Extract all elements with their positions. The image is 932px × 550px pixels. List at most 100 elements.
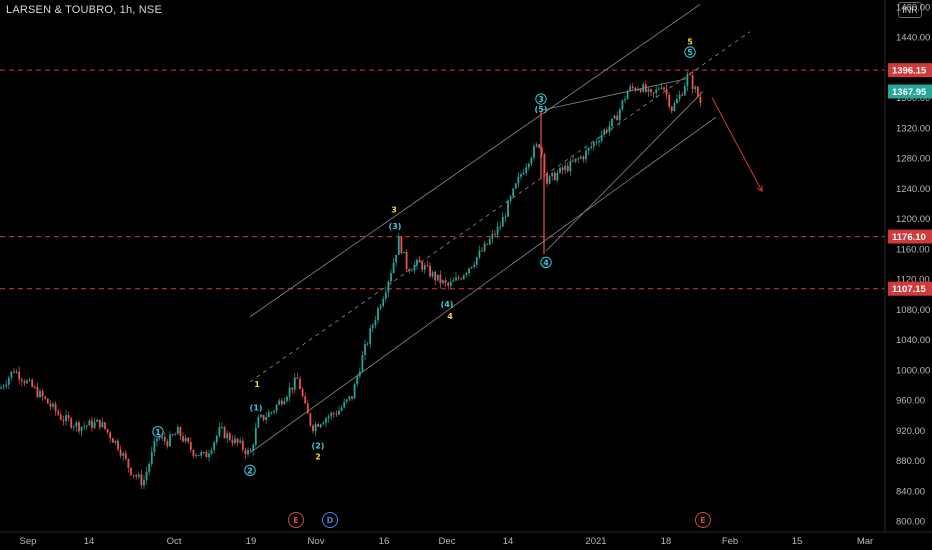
time-tick-label: 18 (661, 536, 672, 547)
candle-body (241, 440, 244, 450)
candle-body (538, 144, 541, 148)
candle-body (618, 109, 621, 121)
candle-body (340, 407, 343, 411)
candle-body (634, 87, 637, 91)
candle-body (436, 274, 439, 281)
candle-body (135, 475, 138, 477)
event-marker-circle[interactable] (322, 512, 338, 528)
candle-body (509, 196, 512, 201)
time-tick-label: 14 (503, 536, 514, 547)
candle-body (36, 387, 39, 398)
candle-body (426, 265, 429, 267)
horizontal-levels (0, 69, 885, 290)
last-price-label: 1367.95 (892, 87, 927, 98)
price-tick-label: 1240.00 (896, 184, 930, 195)
event-marker[interactable]: D (327, 516, 334, 525)
wave-label: (2) (312, 441, 325, 450)
candle-body (405, 251, 408, 270)
candle-body (200, 452, 203, 456)
candle-body (46, 398, 49, 404)
candle-body (403, 251, 405, 254)
candle-body (182, 436, 184, 442)
candle-body (130, 467, 132, 476)
candle-body (319, 424, 322, 427)
price-tick-label: 840.00 (896, 486, 925, 497)
currency-button[interactable]: INR (898, 2, 922, 18)
candle-body (166, 441, 169, 447)
candle-body (254, 427, 257, 445)
candle-body (379, 306, 382, 309)
candle-body (106, 429, 109, 433)
time-axis[interactable]: Sep 14 Oct 19 Nov 16 Dec 14 2021 18 Feb 15 Mar (0, 531, 932, 547)
time-tick-label: Mar (857, 536, 873, 547)
event-marker-circle[interactable] (695, 512, 711, 528)
candle-body (322, 422, 325, 425)
candle-body (397, 236, 400, 255)
candle-body (590, 146, 593, 148)
candle-body (163, 436, 166, 442)
candle-body (642, 84, 645, 92)
candle-body (132, 475, 135, 476)
candle-body (449, 281, 452, 286)
candle-body (371, 325, 374, 329)
candle-body (566, 165, 569, 172)
candle-body (31, 379, 34, 387)
candle-body (400, 236, 403, 254)
channel-trend-line (540, 78, 688, 111)
candle-body (304, 396, 307, 404)
candle-body (314, 424, 317, 432)
candle-body (127, 458, 130, 468)
candle-body (598, 140, 600, 143)
candle-body (392, 262, 395, 274)
candle-body (156, 438, 158, 442)
candle-body (395, 254, 398, 263)
price-level-tag (888, 63, 932, 78)
candle-body (145, 471, 148, 480)
price-tick-label: 960.00 (896, 396, 925, 407)
wave-label-circle (535, 93, 547, 105)
candle-body (309, 413, 312, 426)
candle-body (442, 280, 444, 284)
candle-body (533, 146, 535, 158)
price-level-label: 1396.15 (892, 66, 927, 77)
channel-trend-line (249, 116, 717, 454)
candle-body (52, 403, 54, 407)
price-tick-label: 880.00 (896, 456, 925, 467)
candle-body (70, 418, 73, 428)
candle-body (249, 450, 252, 451)
event-marker[interactable]: E (700, 516, 705, 525)
candle-body (119, 449, 122, 456)
candle-body (665, 89, 668, 95)
candle-body (117, 440, 119, 450)
event-marker-circle[interactable] (288, 512, 304, 528)
candle-body (109, 432, 112, 439)
candle-body (187, 437, 190, 443)
candle-body (67, 415, 70, 419)
candle-body (478, 250, 481, 258)
candle-body (226, 433, 229, 439)
price-tick-label: 920.00 (896, 426, 925, 437)
candle-body (579, 156, 582, 159)
event-marker[interactable]: E (293, 516, 298, 525)
candle-body (585, 150, 587, 160)
time-tick-label: 19 (246, 536, 257, 547)
chart-title: LARSEN & TOUBRO, 1h, NSE (6, 4, 163, 16)
candle-body (83, 426, 86, 427)
candle-body (410, 270, 413, 272)
candle-body (364, 344, 366, 356)
time-tick-label: 14 (84, 536, 95, 547)
candle-body (465, 272, 468, 276)
candle-body (457, 277, 460, 279)
candle-body (689, 73, 691, 76)
price-tick-label: 800.00 (896, 517, 925, 528)
candle-body (499, 226, 502, 228)
candle-body (317, 424, 320, 427)
candle-body (330, 412, 333, 417)
candle-body (150, 451, 153, 464)
candle-body (143, 479, 145, 486)
price-axis[interactable]: 800.00 840.00 880.00 920.00 960.00 1000.00 104… (884, 0, 932, 532)
candle-body (358, 371, 361, 377)
candle-body (44, 396, 47, 399)
